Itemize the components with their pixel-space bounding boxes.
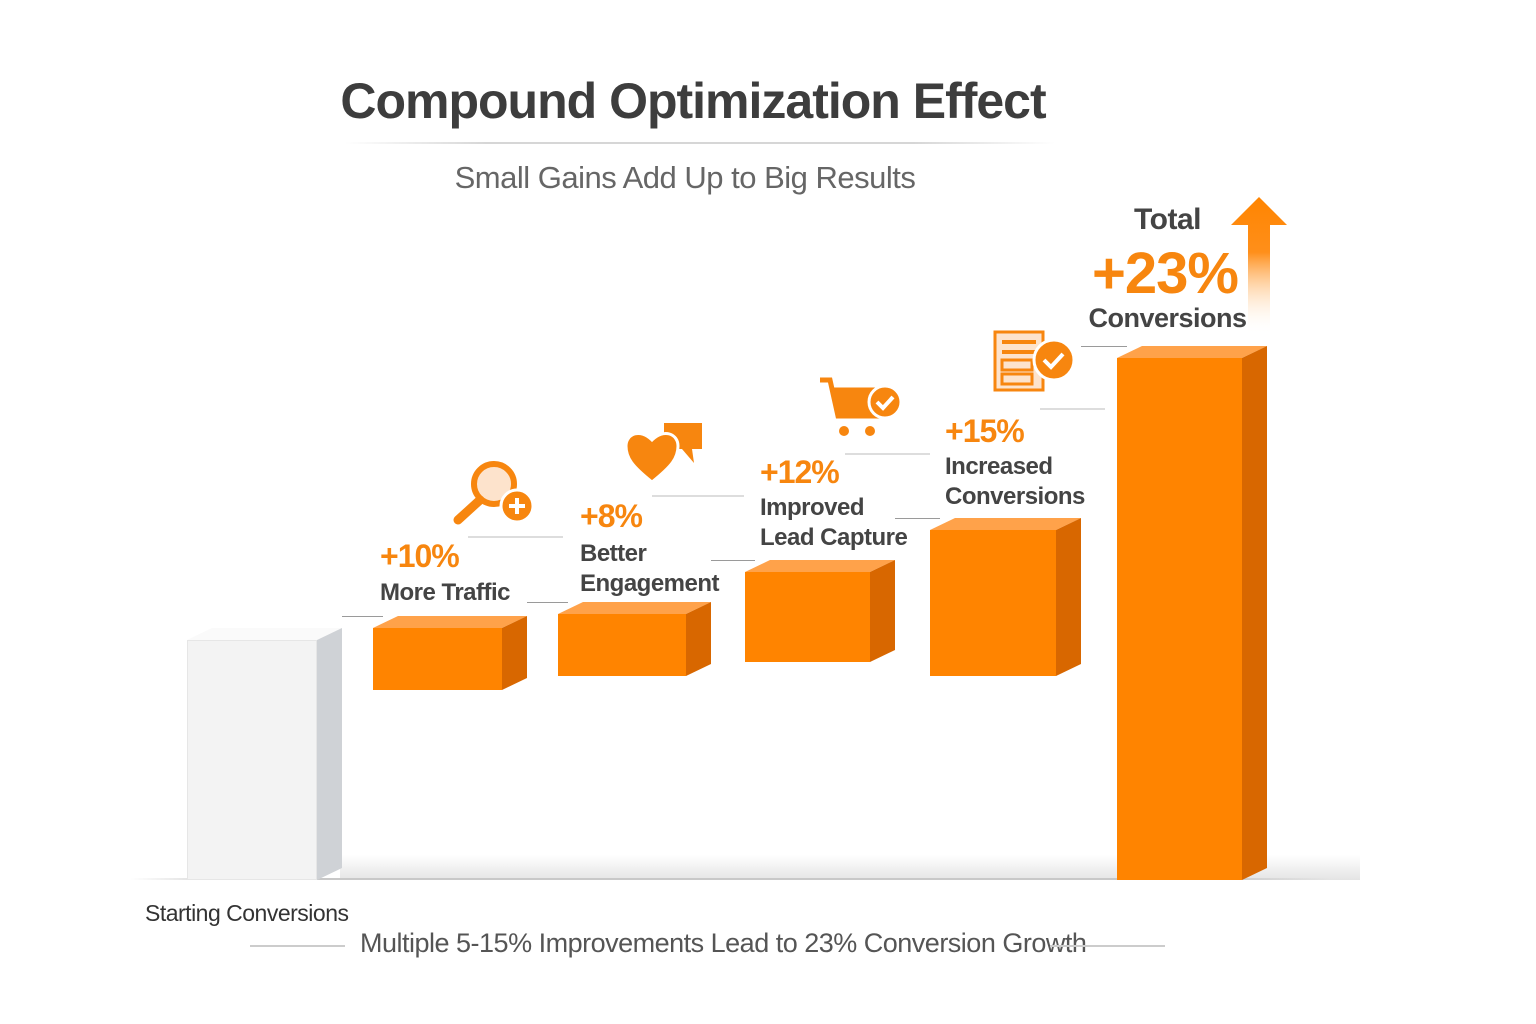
connector-line — [527, 602, 568, 603]
bar-front-face — [930, 530, 1056, 676]
bar-top-face — [373, 616, 527, 628]
up-arrow-icon — [1231, 197, 1287, 335]
bar-top-face — [745, 560, 895, 572]
chart-title: Compound Optimization Effect — [340, 73, 1046, 129]
step-4-value: +15% — [945, 413, 1025, 449]
connector-line — [711, 560, 755, 561]
bar-side-face — [317, 628, 342, 880]
heart-chat-icon — [624, 423, 702, 484]
title-divider — [345, 142, 1055, 144]
bar-side-face — [686, 602, 711, 676]
bar-front-face — [187, 640, 317, 880]
step-2-label-1: Better — [580, 540, 647, 567]
bar-top-face — [187, 628, 342, 640]
bar-front-face — [745, 572, 870, 662]
connector-line — [1081, 346, 1127, 347]
step-1-value: +10% — [380, 538, 460, 574]
baseline-label: Starting Conversions — [145, 900, 349, 926]
bar-top-face — [1117, 346, 1267, 358]
chart-footer: Multiple 5-15% Improvements Lead to 23% … — [360, 928, 1087, 958]
bar-top-face — [558, 602, 711, 614]
bar-front-face — [373, 628, 502, 690]
footer-rule-left — [250, 945, 345, 947]
connector-line — [895, 518, 940, 519]
icon-underline — [845, 453, 930, 455]
connector-line — [342, 616, 383, 617]
bar-side-face — [1056, 518, 1081, 676]
bar-side-face — [870, 560, 895, 662]
bar-front-face — [1117, 358, 1242, 880]
step-3-label-1: Improved — [760, 494, 865, 521]
step-3-label-2: Lead Capture — [760, 524, 908, 551]
step-4-label-2: Conversions — [945, 483, 1085, 510]
bar-top-face — [930, 518, 1081, 530]
icon-underline — [468, 536, 563, 538]
icon-underline — [1040, 408, 1105, 410]
step-2-label-2: Engagement — [580, 570, 720, 597]
bar-side-face — [502, 616, 527, 690]
step-2-value: +8% — [580, 498, 643, 534]
total-label: Conversions — [1088, 303, 1247, 333]
step-3-value: +12% — [760, 454, 840, 490]
chart-subtitle: Small Gains Add Up to Big Results — [454, 160, 916, 195]
form-check-icon — [993, 330, 1076, 392]
footer-rule-right — [1050, 945, 1165, 947]
total-value: +23% — [1092, 241, 1239, 306]
step-4-label-1: Increased — [945, 453, 1053, 480]
bar-front-face — [558, 614, 686, 676]
step-1-label: More Traffic — [380, 579, 511, 606]
magnifier-plus-icon — [453, 461, 535, 525]
floor-line — [130, 878, 1330, 880]
total-heading: Total — [1134, 203, 1201, 236]
bar-side-face — [1242, 346, 1267, 880]
icon-underline — [652, 495, 744, 497]
cart-check-icon — [820, 377, 903, 436]
